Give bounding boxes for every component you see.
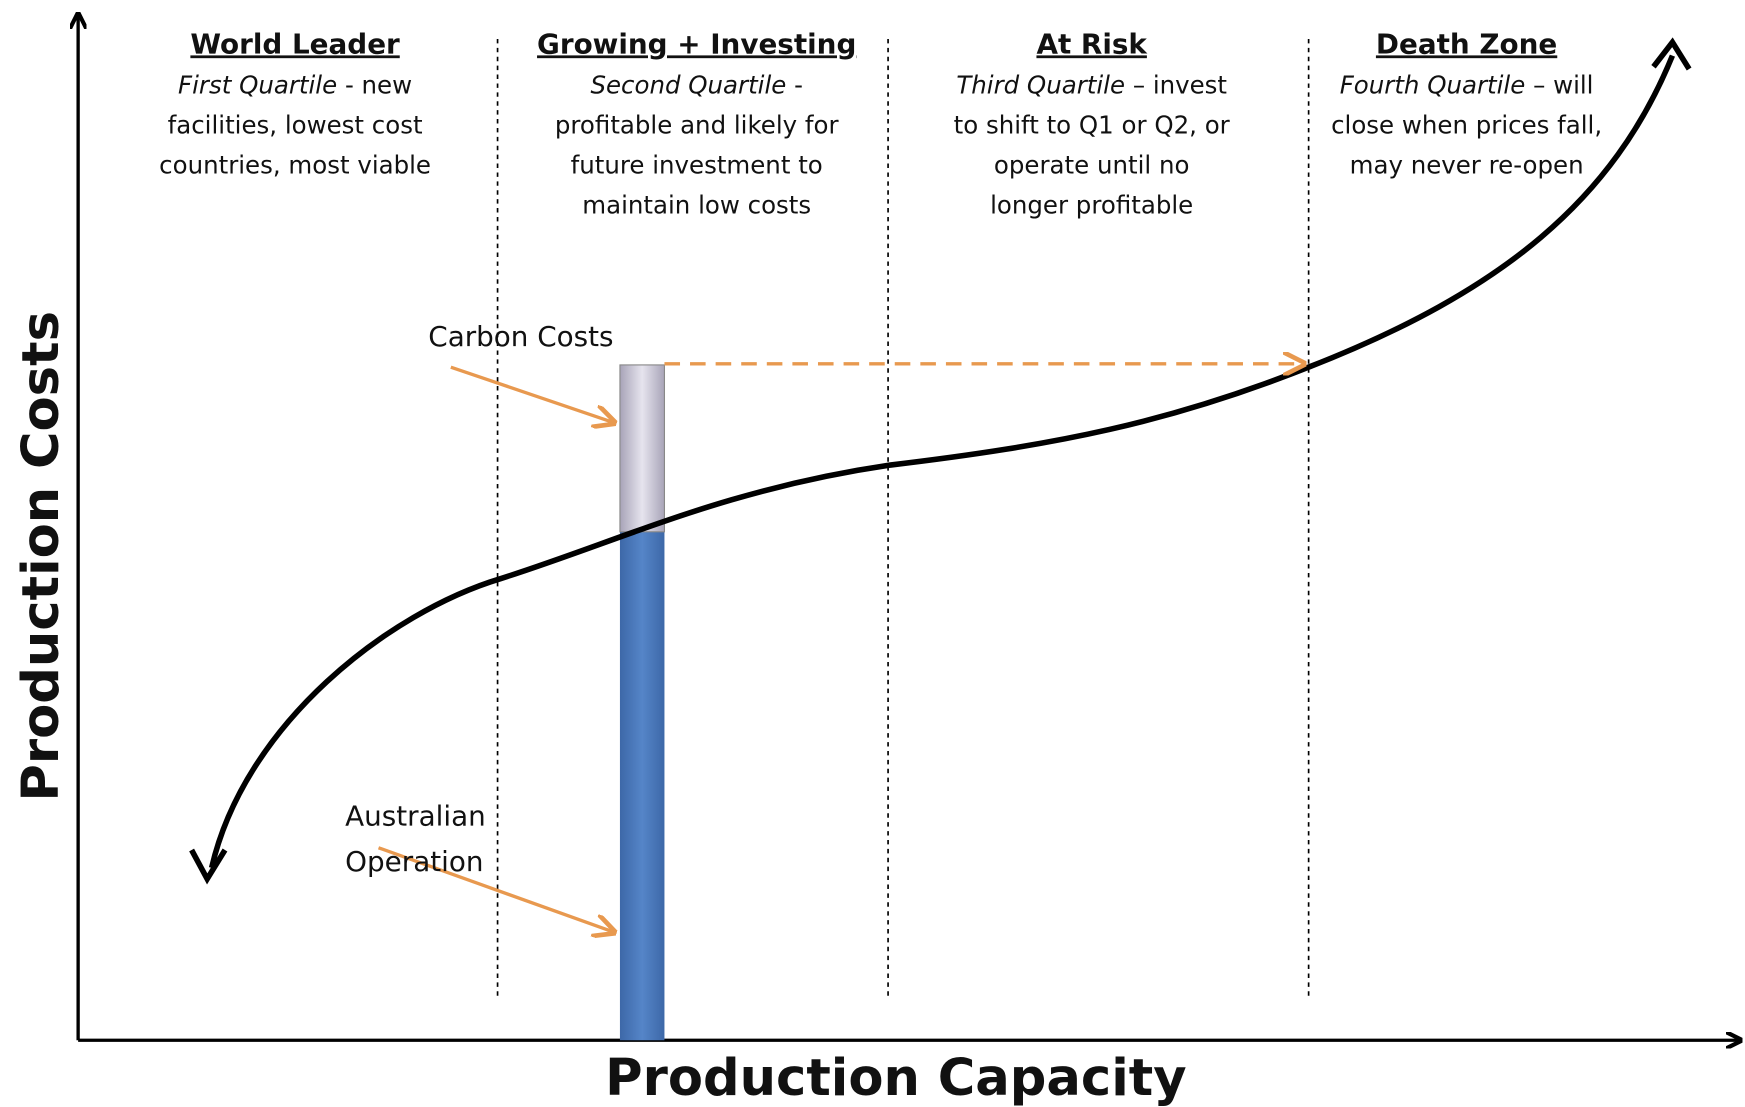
- quadrant-line: to shift to Q1 or Q2, or: [954, 111, 1231, 140]
- quadrant-title: Growing + Investing: [537, 27, 856, 60]
- description: -: [794, 70, 803, 99]
- carbon-bar: [619, 364, 666, 533]
- y-axis-label: Production Costs: [12, 311, 71, 802]
- annotation: Operation: [345, 845, 483, 878]
- quartile: Fourth Quartile: [1340, 70, 1526, 99]
- quadrant-title: World Leader: [190, 27, 400, 60]
- pointer: [377, 846, 615, 933]
- x-axis-label: Production Capacity: [605, 1049, 1186, 1107]
- quadrant-title: Death Zone: [1376, 27, 1557, 60]
- curve-arrow: [189, 848, 228, 885]
- quadrant-line: maintain low costs: [582, 191, 811, 220]
- quadrant-line: Second Quartile -: [590, 70, 803, 99]
- quadrant-line: longer profitable: [990, 191, 1193, 220]
- curve-arrow: [1651, 37, 1692, 71]
- quadrant-line: operate until no: [994, 151, 1190, 180]
- quadrant-line: future investment to: [571, 151, 823, 180]
- quadrant: At Risk Third Quartile – invest to shift to…: [954, 27, 1231, 219]
- quadrant-line: Fourth Quartile – will: [1340, 70, 1594, 99]
- description: – will: [1533, 70, 1593, 99]
- quadrant-line: may never re-open: [1350, 151, 1584, 180]
- cost-curve: [208, 54, 1676, 869]
- quadrant-line: countries, most viable: [159, 151, 431, 180]
- quadrant-line: close when prices fall,: [1331, 111, 1602, 140]
- annotation: Australian: [345, 800, 486, 833]
- quadrant-title: At Risk: [1036, 27, 1148, 60]
- axes: [78, 16, 1739, 1041]
- quadrant-line: First Quartile - new: [178, 70, 412, 99]
- quadrant-line: profitable and likely for: [555, 111, 840, 140]
- quadrant-line: Third Quartile – invest: [956, 70, 1227, 99]
- quartile: First Quartile: [178, 70, 337, 99]
- pointer: [450, 365, 615, 423]
- description: - new: [345, 70, 412, 99]
- quadrant: World Leader First Quartile - new facilitie…: [159, 27, 431, 179]
- quadrant-line: facilities, lowest cost: [168, 111, 423, 140]
- quartile: Third Quartile: [956, 70, 1125, 99]
- quartile: Second Quartile: [590, 70, 786, 99]
- dividers: [496, 38, 1310, 996]
- description: – invest: [1133, 70, 1228, 99]
- quadrant: Death Zone Fourth Quartile – will close whe…: [1331, 27, 1602, 179]
- annotation: Carbon Costs: [428, 320, 613, 353]
- operation-bar: [619, 531, 665, 1041]
